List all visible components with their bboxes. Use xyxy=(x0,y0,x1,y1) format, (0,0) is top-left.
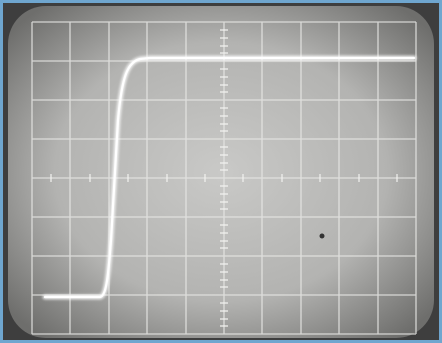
screen-spot xyxy=(319,233,325,239)
waveform xyxy=(42,55,417,300)
center-ticks xyxy=(50,29,398,327)
screen xyxy=(8,6,434,338)
